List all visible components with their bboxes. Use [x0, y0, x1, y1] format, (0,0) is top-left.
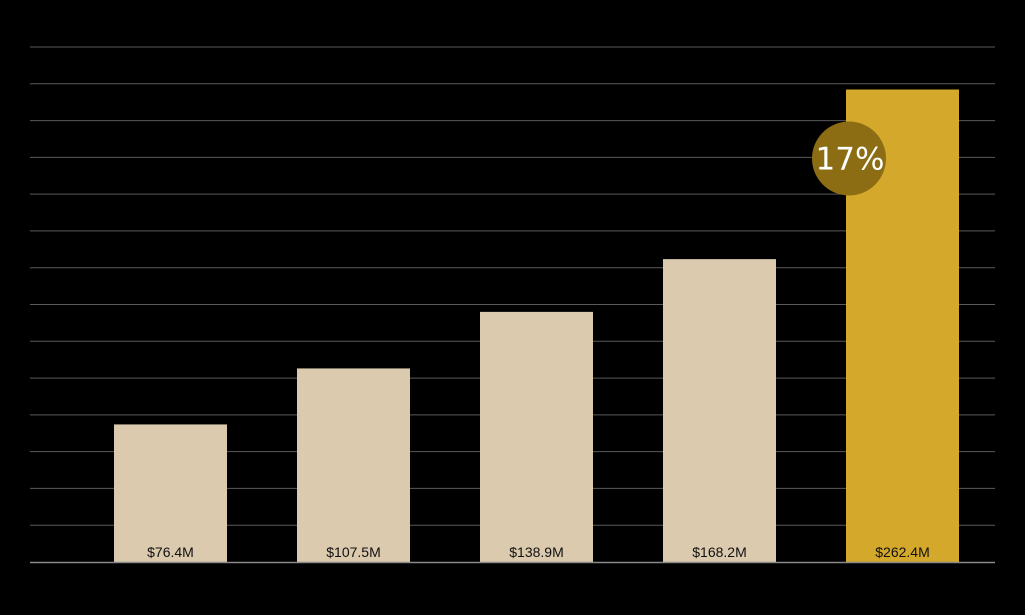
growth-badge-text: 17% [816, 141, 885, 177]
bar [480, 311, 593, 562]
bar [114, 424, 227, 562]
growth-badge: 17% [812, 121, 886, 196]
bar-value-label: $107.5M [326, 544, 380, 560]
bar-value-label: $138.9M [509, 544, 563, 560]
bar [663, 259, 776, 562]
bar [297, 368, 410, 562]
growth-badge-circle [812, 121, 886, 196]
bar-value-label: $262.4M [875, 544, 929, 560]
bar-value-label: $76.4M [147, 544, 194, 560]
value-labels: $76.4M $107.5M $138.9M $168.2M $262.4M [147, 544, 930, 560]
bar-value-label: $168.2M [692, 544, 746, 560]
